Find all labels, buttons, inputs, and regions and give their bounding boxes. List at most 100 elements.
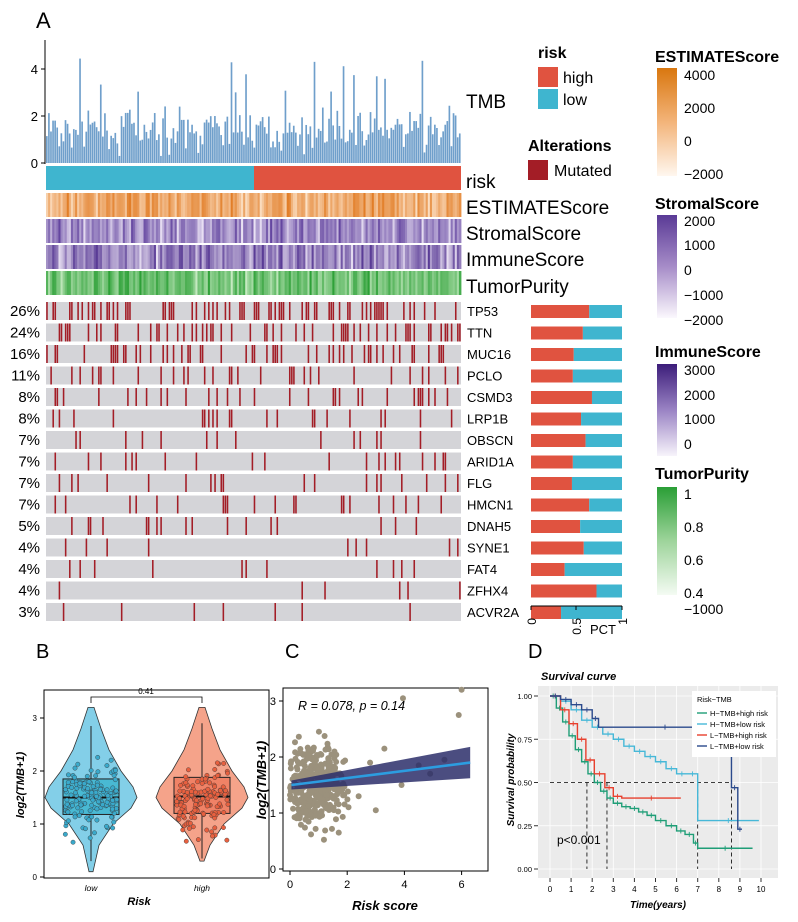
track-cell [75,245,78,269]
mutation-cell [398,581,401,600]
tmb-bar [85,131,88,163]
mutation-cell [112,345,115,363]
track-cell [305,219,308,243]
tmb-bar [382,135,384,163]
mutation-cell [417,495,420,514]
track-cell [199,271,203,295]
tmb-bar [187,119,189,163]
mutation-cell [409,366,411,385]
track-cell [118,245,122,269]
data-point [73,798,79,804]
track-cell [371,245,375,269]
track-cell [182,193,186,217]
data-point [332,816,339,823]
track-cell [60,219,63,243]
track-cell [193,245,196,269]
data-point [367,759,374,766]
pct-bar-high [531,305,590,318]
track-cell [259,271,263,295]
data-point [291,739,298,746]
track-cell [234,193,238,217]
track-cell [386,245,389,269]
mutation-cell [54,452,57,471]
pct-tick: 1 [616,618,630,625]
gene-pct: 8% [18,389,40,406]
track-cell [346,193,350,217]
track-cell [276,219,279,243]
track-cell [313,245,317,269]
legend-mutated-swatch [528,160,548,180]
mutation-cell [243,302,245,320]
mutation-cell [380,517,382,535]
track-cell [378,193,381,217]
data-point [308,831,315,838]
tmb-bar [241,131,243,163]
track-cell [145,219,149,243]
mutation-cell [216,431,218,449]
track-cell [122,245,126,269]
track-cell [129,271,132,295]
mutation-cell [280,302,283,320]
pct-bar-low [573,348,622,361]
gene-pct: 16% [10,346,40,363]
track-cell [390,245,393,269]
track-cell [48,193,51,217]
data-point [199,780,205,786]
mutation-cell [386,323,389,342]
legend-immune-tick: 3000 [684,362,715,378]
track-cell [60,193,63,217]
track-cell [402,193,406,217]
data-point [104,787,110,793]
tmb-bar [367,134,370,163]
track-cell [456,245,460,269]
x-tick-label: 6 [674,885,679,894]
gene-pct: 7% [18,454,40,471]
data-point [330,804,337,811]
track-cell [97,271,101,295]
track-cell [351,193,354,217]
mutation-cell [149,345,152,363]
gene-name: FAT4 [467,562,497,577]
pct-bar-low [581,412,622,426]
data-point [292,749,299,756]
mutation-cell [158,323,160,342]
legend-low-swatch [538,89,558,109]
data-point [212,825,218,831]
track-cell [290,271,294,295]
mutation-cell [342,345,345,363]
track-cell [77,219,80,243]
panel-d: Survival curve 0 1 2 3 4 5 6 7 8 9 100.000.250.500… [506,671,778,911]
track-cell [257,271,261,295]
track-cell [386,193,389,217]
data-point [355,793,362,800]
track-cell [174,245,178,269]
tmb-bar [189,132,191,163]
track-cell [413,193,416,217]
mutation-cell [54,345,57,363]
mutation-cell [162,302,164,320]
track-cell [348,193,352,217]
track-cell [180,219,184,243]
track-cell [299,219,302,243]
panel-a: TMB 4 2 0 risk ESTIMATEScore StromalScor… [10,40,779,637]
mutation-cell [87,323,90,342]
data-point [110,797,116,803]
mutation-cell [212,302,214,320]
track-cell [147,193,151,217]
track-cell [359,219,362,243]
panel-c-annotation: R = 0.078, p = 0.14 [298,699,405,713]
track-cell [440,219,443,243]
legend-stromal-tick: 0 [684,262,692,278]
tmb-bar [444,124,447,163]
data-point [317,761,324,768]
track-cell [452,193,456,217]
data-point [90,784,96,789]
mutation-cell [253,388,256,406]
track-cell [413,271,416,295]
mutation-cell [295,495,297,514]
track-cell [400,245,404,269]
mutation-cell [52,409,54,428]
track-cell [87,271,90,295]
track-cell [305,271,308,295]
track-cell [110,193,113,217]
